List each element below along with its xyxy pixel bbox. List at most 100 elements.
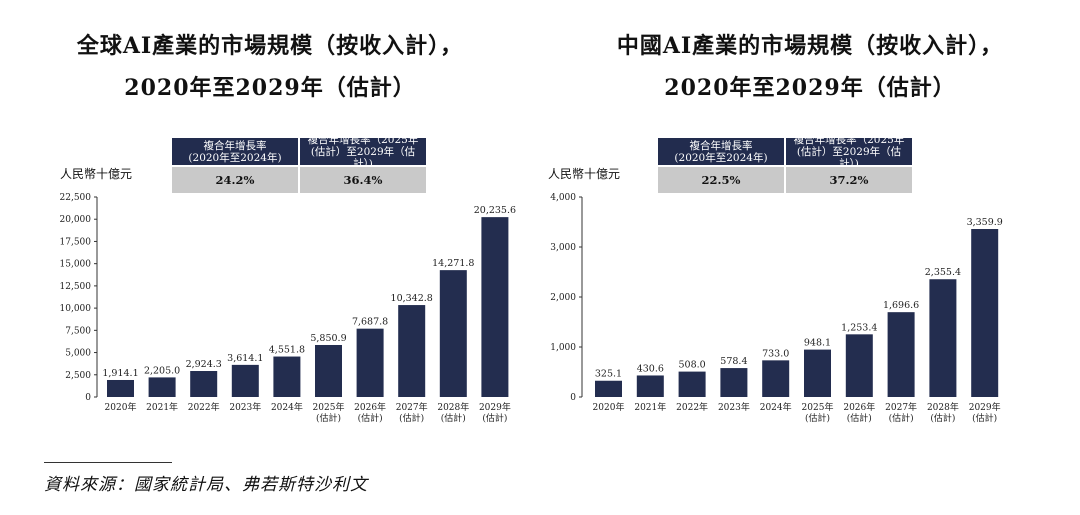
y-tick-label: 15,000 xyxy=(60,260,92,270)
cagr-header-line: 複合年增長率 xyxy=(203,139,267,152)
y-tick-label: 0 xyxy=(570,393,576,403)
x-tick-note: (估計) xyxy=(399,412,424,424)
data-label: 948.1 xyxy=(804,338,831,349)
data-label: 3,359.9 xyxy=(967,217,1003,228)
data-label: 2,205.0 xyxy=(144,365,180,376)
x-tick-note: (估計) xyxy=(847,412,872,424)
y-tick-label: 10,000 xyxy=(60,304,92,314)
x-tick-label: 2023年 xyxy=(718,401,750,413)
x-tick-label: 2021年 xyxy=(146,401,178,413)
bar-chart-china: 0 1,000 2,000 3,000 4,000 325.1 2020年 430.6 2021… xyxy=(550,193,1003,424)
bar xyxy=(315,344,342,397)
data-label: 7,687.8 xyxy=(352,317,388,328)
y-tick-label: 4,000 xyxy=(550,193,576,203)
bar xyxy=(595,380,622,397)
x-tick-label: 2022年 xyxy=(676,401,708,413)
x-tick-label: 2029年 xyxy=(969,401,1001,413)
x-tick-label: 2028年 xyxy=(927,401,959,413)
data-label: 5,850.9 xyxy=(310,333,346,344)
source-note: 資料來源：國家統計局、弗若斯特沙利文 xyxy=(44,475,368,495)
cagr-header-line: (估計）至2029年（估計）) xyxy=(310,145,416,170)
bar xyxy=(398,305,426,397)
bar xyxy=(762,360,790,397)
cagr-header-line: (估計）至2029年（估計）) xyxy=(796,145,902,170)
x-tick-label: 2025年 xyxy=(802,401,834,413)
cagr-header-forecast: 複合年增長率（2025年 (估計）至2029年（估計）) xyxy=(300,134,426,170)
x-tick-note: (估計) xyxy=(930,412,955,424)
bar xyxy=(107,379,134,397)
x-tick-label: 2029年 xyxy=(479,401,511,413)
bar xyxy=(481,217,509,397)
x-tick-note: (估計) xyxy=(889,412,914,424)
bar-chart-global: 0 2,500 5,000 7,500 10,000 12,500 15,000 17,500… xyxy=(60,193,517,424)
bar xyxy=(804,349,831,397)
y-tick-label: 7,500 xyxy=(65,326,91,336)
chart-subtitle: 2020年至2029年（估計） xyxy=(124,75,416,101)
bar xyxy=(845,334,873,397)
data-label: 14,271.8 xyxy=(432,258,474,269)
data-label: 1,253.4 xyxy=(841,322,877,333)
data-label: 2,924.3 xyxy=(186,359,222,370)
bar xyxy=(678,371,706,397)
x-tick-label: 2026年 xyxy=(843,401,875,413)
x-tick-label: 2024年 xyxy=(760,401,792,413)
data-label: 1,696.6 xyxy=(883,300,919,311)
bar xyxy=(720,368,748,397)
bar xyxy=(439,270,467,397)
bar xyxy=(971,229,999,397)
cagr-header-line: 複合年增長率（2025年 xyxy=(307,133,419,146)
bar xyxy=(190,371,218,397)
x-tick-label: 2023年 xyxy=(229,401,261,413)
cagr-value-forecast: 36.4% xyxy=(300,167,426,193)
cagr-header-historical: 複合年增長率 (2020年至2024年) xyxy=(658,138,784,165)
y-tick-label: 22,500 xyxy=(60,193,92,203)
x-tick-note: (估計) xyxy=(972,412,997,424)
cagr-value-historical: 22.5% xyxy=(658,167,784,193)
cagr-header-line: (2020年至2024年) xyxy=(188,151,282,164)
chart-title: 全球AI產業的市場規模（按收入計）， xyxy=(76,33,464,59)
y-tick-label: 2,000 xyxy=(550,293,576,303)
x-tick-label: 2021年 xyxy=(634,401,666,413)
bar xyxy=(929,279,957,397)
x-tick-label: 2020年 xyxy=(593,401,625,413)
cagr-header-forecast: 複合年增長率（2025年 (估計）至2029年（估計）) xyxy=(786,134,912,170)
cagr-header-line: 複合年增長率 xyxy=(689,139,753,152)
bar xyxy=(148,377,176,397)
bar xyxy=(636,375,664,397)
data-label: 10,342.8 xyxy=(391,293,433,304)
y-tick-label: 12,500 xyxy=(60,282,92,292)
x-tick-label: 2020年 xyxy=(105,401,137,413)
y-tick-label: 20,000 xyxy=(60,215,92,225)
y-tick-label: 1,000 xyxy=(550,343,576,353)
bar xyxy=(887,312,915,397)
cagr-value-historical: 24.2% xyxy=(172,167,298,193)
y-tick-label: 17,500 xyxy=(60,237,92,247)
data-label: 325.1 xyxy=(595,369,622,380)
china-ai-market-panel: 中國AI產業的市場規模（按收入計）， 2020年至2029年（估計） 複合年增長… xyxy=(540,0,1080,440)
data-label: 3,614.1 xyxy=(227,353,263,364)
x-tick-note: (估計) xyxy=(441,412,466,424)
data-label: 578.4 xyxy=(720,356,747,367)
bar xyxy=(356,328,384,397)
data-label: 4,551.8 xyxy=(269,345,305,356)
data-label: 1,914.1 xyxy=(102,368,138,379)
global-ai-market-panel: 全球AI產業的市場規模（按收入計）， 2020年至2029年（估計） 複合年增長… xyxy=(0,0,540,440)
cagr-header-historical: 複合年增長率 (2020年至2024年) xyxy=(172,138,298,165)
data-label: 733.0 xyxy=(762,348,789,359)
data-label: 508.0 xyxy=(678,360,705,371)
y-tick-label: 3,000 xyxy=(550,243,576,253)
x-tick-label: 2027年 xyxy=(396,401,428,413)
chart-subtitle: 2020年至2029年（估計） xyxy=(664,75,956,101)
x-tick-note: (估計) xyxy=(358,412,383,424)
x-tick-note: (估計) xyxy=(482,412,507,424)
data-label: 2,355.4 xyxy=(925,267,961,278)
x-tick-label: 2024年 xyxy=(271,401,303,413)
x-tick-note: (估計) xyxy=(316,412,341,424)
x-tick-label: 2026年 xyxy=(354,401,386,413)
bar xyxy=(231,364,259,397)
chart-title: 中國AI產業的市場規模（按收入計）， xyxy=(616,33,1004,59)
cagr-header-line: (2020年至2024年) xyxy=(674,151,768,164)
y-tick-label: 5,000 xyxy=(65,349,91,359)
y-axis-unit-label: 人民幣十億元 xyxy=(548,167,621,181)
data-label: 20,235.6 xyxy=(474,205,516,216)
